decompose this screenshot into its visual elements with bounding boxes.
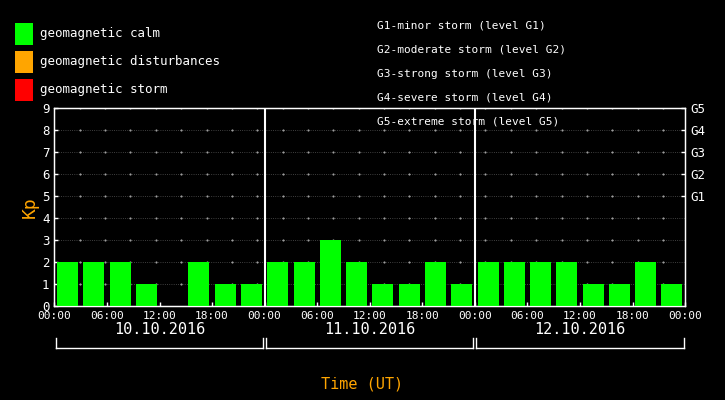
Text: G4-severe storm (level G4): G4-severe storm (level G4): [377, 93, 552, 103]
Text: G1-minor storm (level G1): G1-minor storm (level G1): [377, 21, 546, 31]
Bar: [425, 262, 446, 306]
Bar: [661, 284, 682, 306]
Y-axis label: Kp: Kp: [21, 196, 39, 218]
Bar: [583, 284, 604, 306]
Bar: [57, 262, 78, 306]
Bar: [215, 284, 236, 306]
Bar: [188, 262, 210, 306]
Bar: [83, 262, 104, 306]
Bar: [109, 262, 130, 306]
Bar: [136, 284, 157, 306]
Bar: [556, 262, 577, 306]
Bar: [320, 240, 341, 306]
Text: G5-extreme storm (level G5): G5-extreme storm (level G5): [377, 117, 559, 127]
Bar: [399, 284, 420, 306]
Bar: [530, 262, 551, 306]
Bar: [609, 284, 630, 306]
Bar: [478, 262, 499, 306]
Bar: [346, 262, 367, 306]
Bar: [635, 262, 656, 306]
Bar: [504, 262, 525, 306]
Bar: [451, 284, 472, 306]
Bar: [294, 262, 315, 306]
Text: Time (UT): Time (UT): [321, 376, 404, 392]
Bar: [373, 284, 394, 306]
Bar: [268, 262, 289, 306]
Text: G3-strong storm (level G3): G3-strong storm (level G3): [377, 69, 552, 79]
Text: G2-moderate storm (level G2): G2-moderate storm (level G2): [377, 45, 566, 55]
Text: geomagnetic disturbances: geomagnetic disturbances: [40, 56, 220, 68]
Bar: [241, 284, 262, 306]
Text: 12.10.2016: 12.10.2016: [534, 322, 626, 338]
Text: geomagnetic calm: geomagnetic calm: [40, 28, 160, 40]
Text: 11.10.2016: 11.10.2016: [324, 322, 415, 338]
Text: geomagnetic storm: geomagnetic storm: [40, 84, 167, 96]
Text: 10.10.2016: 10.10.2016: [114, 322, 205, 338]
